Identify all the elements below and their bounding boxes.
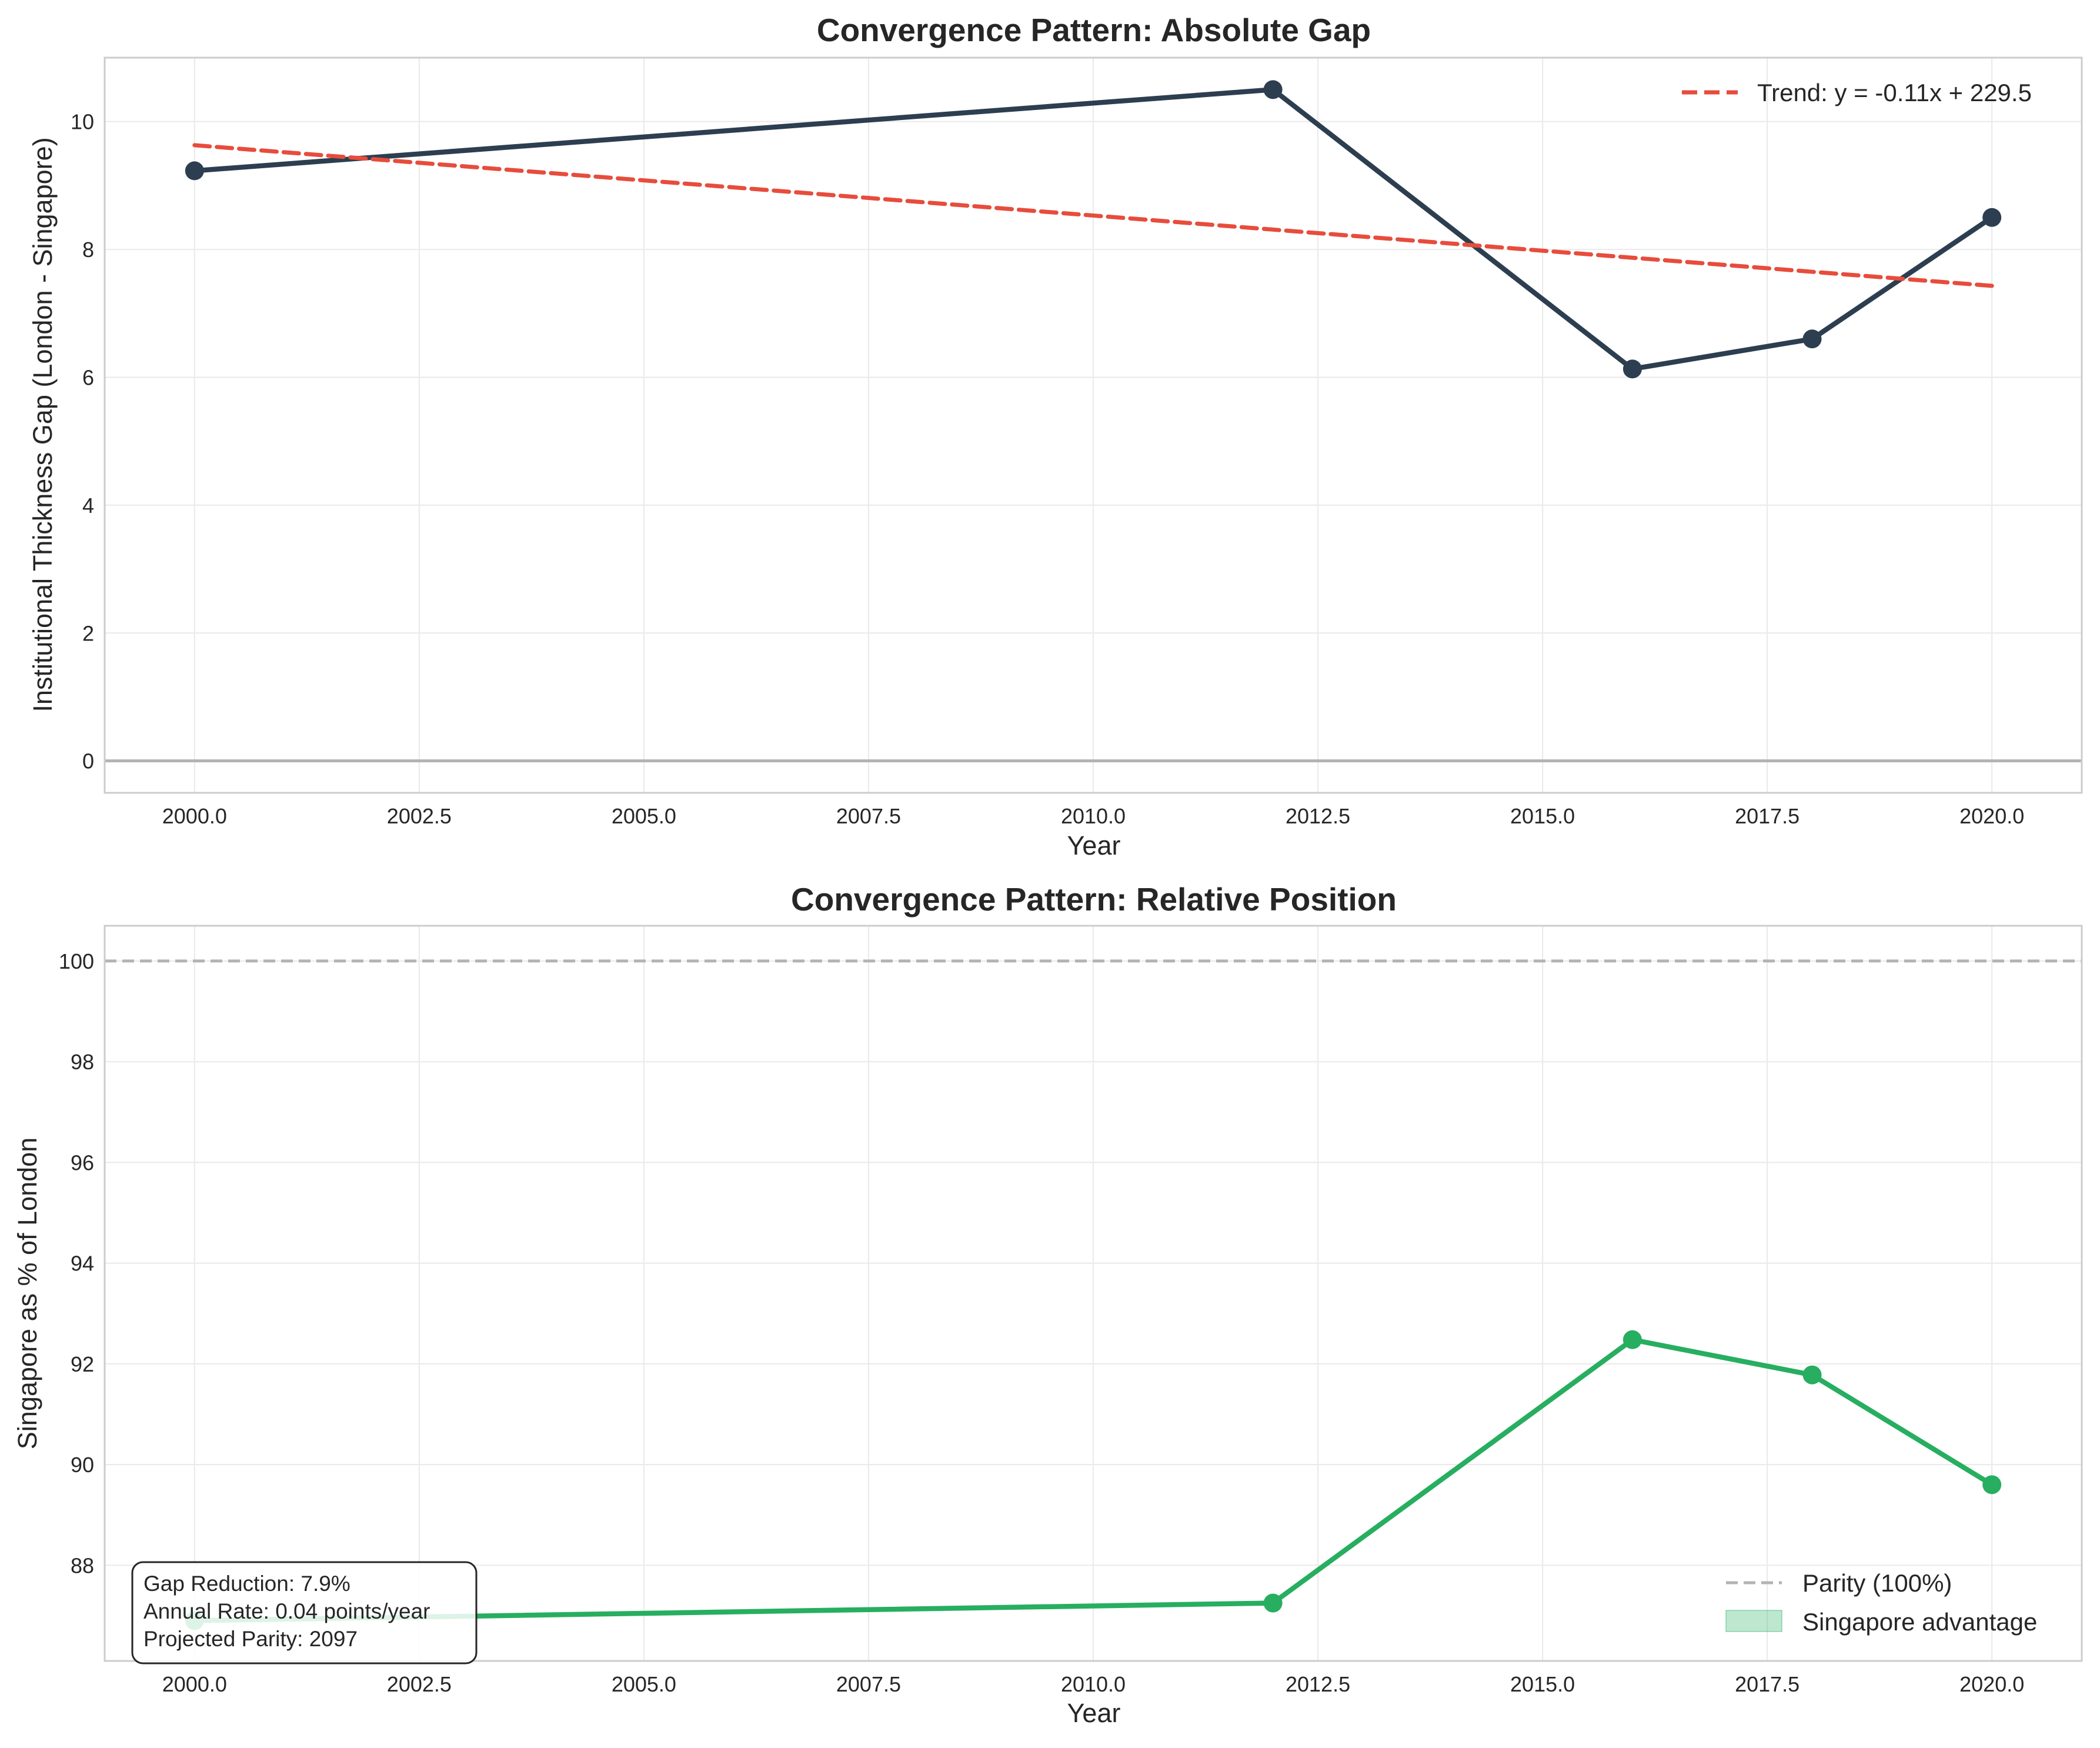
y-tick-label: 88 <box>71 1553 94 1577</box>
legend: Trend: y = -0.11x + 229.5 <box>1682 79 2032 106</box>
data-point <box>1802 329 1822 349</box>
data-point <box>1802 1365 1822 1385</box>
y-axis-label: Institutional Thickness Gap (London - Si… <box>28 137 58 712</box>
data-point <box>1622 359 1642 379</box>
data-point <box>1263 1593 1283 1613</box>
x-tick-label: 2010.0 <box>1061 804 1126 828</box>
grid <box>105 926 2082 1661</box>
y-tick-label: 92 <box>71 1352 94 1376</box>
x-tick-label: 2015.0 <box>1510 1672 1575 1696</box>
annotation-gap-reduction: Gap Reduction: 7.9% <box>143 1572 350 1596</box>
chart-title: Convergence Pattern: Relative Position <box>791 881 1397 918</box>
annotation-projected-parity: Projected Parity: 2097 <box>143 1627 358 1651</box>
x-tick-label: 2020.0 <box>1959 1672 2024 1696</box>
x-tick-label: 2000.0 <box>162 1672 227 1696</box>
y-tick-label: 8 <box>82 238 94 262</box>
y-tick-labels: 0 2 4 6 8 10 <box>71 110 94 773</box>
x-tick-label: 2007.5 <box>836 1672 901 1696</box>
y-tick-label: 10 <box>71 110 94 134</box>
x-axis-label: Year <box>1067 830 1121 860</box>
x-tick-labels: 2000.0 2002.5 2005.0 2007.5 2010.0 2012.5 2015… <box>162 1672 2024 1696</box>
chart-title: Convergence Pattern: Absolute Gap <box>817 12 1371 48</box>
y-tick-label: 94 <box>71 1252 94 1276</box>
plot-frame <box>104 56 2083 794</box>
x-tick-label: 2005.0 <box>612 1672 676 1696</box>
trend-line <box>192 143 1994 288</box>
legend-parity-label: Parity (100%) <box>1802 1569 1952 1597</box>
plot-marks <box>105 80 2082 763</box>
chart-absolute-gap: Convergence Pattern: Absolute Gap 2000.0… <box>28 12 2083 860</box>
x-tick-label: 2020.0 <box>1959 804 2024 828</box>
x-tick-label: 2012.5 <box>1286 804 1350 828</box>
x-tick-label: 2002.5 <box>387 1672 452 1696</box>
legend-trend-label: Trend: y = -0.11x + 229.5 <box>1757 79 2032 106</box>
data-point <box>1263 80 1283 99</box>
y-tick-labels: 88 90 92 94 96 98 100 <box>59 949 94 1577</box>
y-axis-label: Singapore as % of London <box>12 1137 42 1449</box>
y-tick-label: 98 <box>71 1050 94 1074</box>
legend-advantage-label: Singapore advantage <box>1802 1608 2037 1636</box>
annotation-box <box>131 1561 478 1664</box>
y-tick-label: 6 <box>82 365 94 389</box>
y-tick-label: 4 <box>82 493 94 518</box>
x-axis-label: Year <box>1067 1698 1121 1728</box>
y-tick-label: 90 <box>71 1453 94 1477</box>
y-tick-label: 100 <box>59 949 94 973</box>
x-tick-label: 2012.5 <box>1286 1672 1350 1696</box>
y-tick-label: 0 <box>82 749 94 773</box>
legend-advantage-swatch <box>1725 1610 1782 1632</box>
x-tick-label: 2007.5 <box>836 804 901 828</box>
legend: Parity (100%) Singapore advantage <box>1725 1569 2037 1636</box>
x-tick-label: 2002.5 <box>387 804 452 828</box>
x-tick-label: 2010.0 <box>1061 1672 1126 1696</box>
x-tick-label: 2015.0 <box>1510 804 1575 828</box>
annotation-annual-rate: Annual Rate: 0.04 points/year <box>143 1599 430 1623</box>
plot-frame <box>104 925 2083 1662</box>
x-tick-label: 2017.5 <box>1735 804 1799 828</box>
chart-relative-position: Convergence Pattern: Relative Position 2… <box>12 881 2083 1728</box>
data-point <box>1982 1475 2002 1495</box>
y-tick-label: 2 <box>82 621 94 645</box>
data-point <box>1982 208 2002 227</box>
x-tick-label: 2005.0 <box>612 804 676 828</box>
x-tick-label: 2000.0 <box>162 804 227 828</box>
x-tick-label: 2017.5 <box>1735 1672 1799 1696</box>
data-point <box>185 161 204 181</box>
y-tick-label: 96 <box>71 1150 94 1175</box>
x-tick-labels: 2000.0 2002.5 2005.0 2007.5 2010.0 2012.5 2015… <box>162 804 2024 828</box>
data-point <box>1622 1330 1642 1349</box>
stats-annotation: Gap Reduction: 7.9% Annual Rate: 0.04 po… <box>131 1561 478 1664</box>
